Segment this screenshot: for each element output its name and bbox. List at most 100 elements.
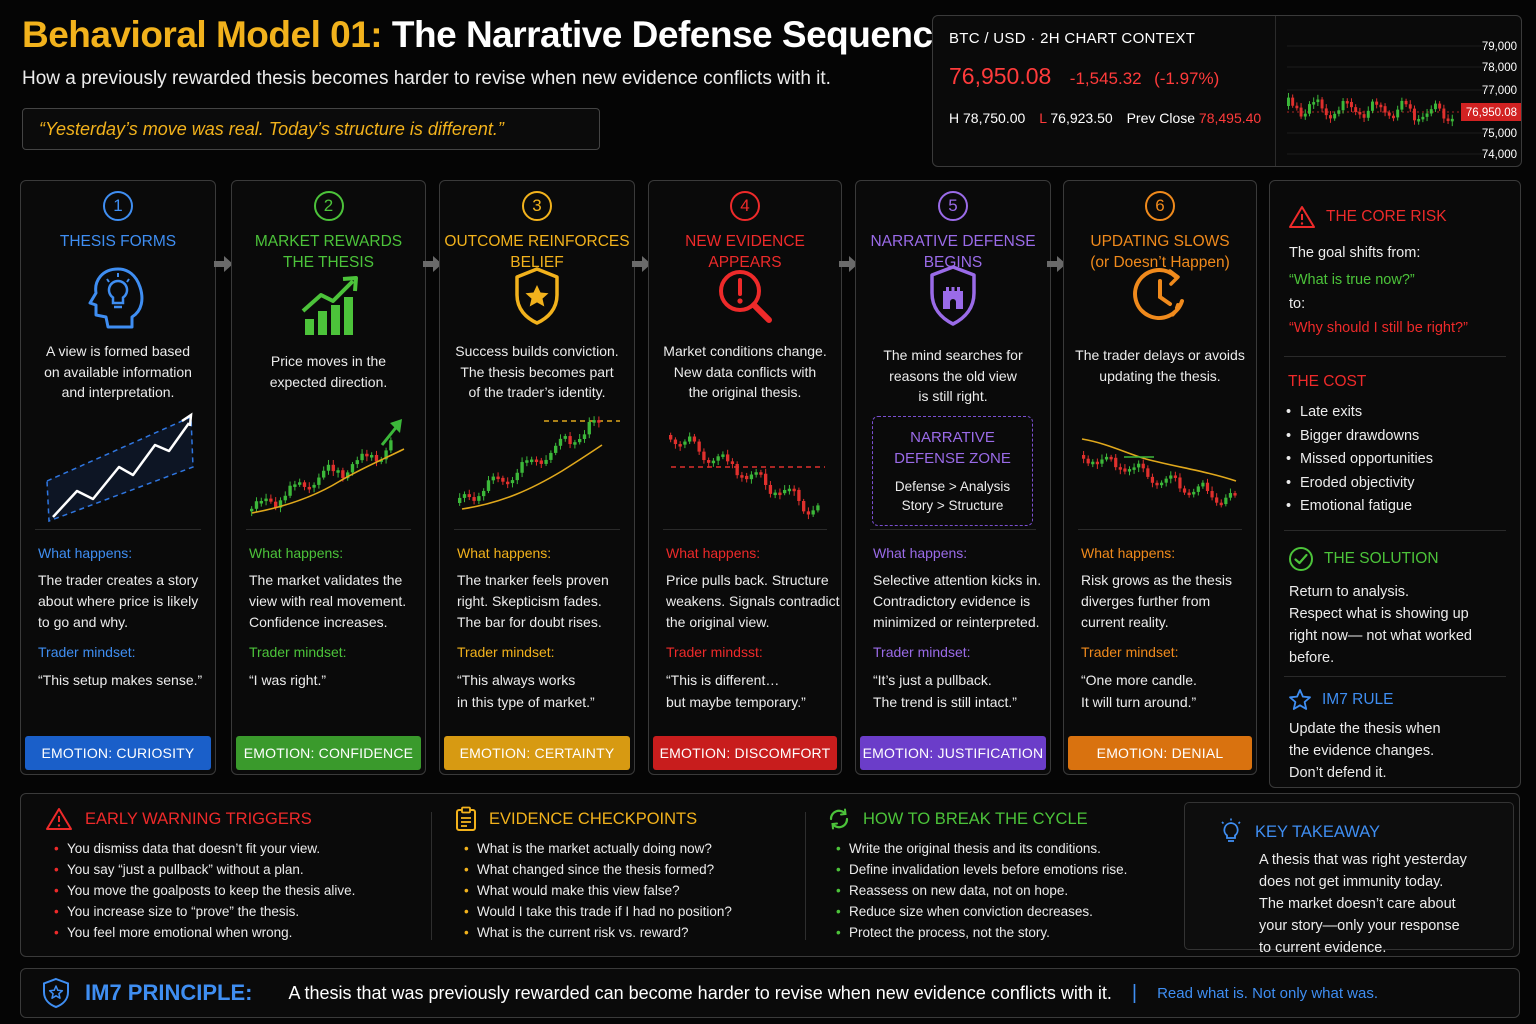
step-description: The trader delays or avoids updating the …: [1064, 345, 1256, 386]
candle-body: [1429, 109, 1433, 114]
early-warning-section: EARLY WARNING TRIGGERS You dismiss data …: [45, 806, 355, 943]
flow-arrow-icon: [838, 255, 859, 273]
solution-line: right now— not what worked: [1289, 628, 1472, 644]
candle-body: [1150, 476, 1155, 483]
what-line: current reality.: [1081, 614, 1169, 630]
list-item: Emotional fatigue: [1286, 495, 1433, 519]
step-title-line: BEGINS: [923, 254, 983, 271]
ticker-change-pct: (-1.97%): [1154, 69, 1220, 88]
break-cycle-list: Write the original thesis and its condit…: [827, 838, 1127, 943]
step-card-6: 6 UPDATING SLOWS (or Doesn’t Happen) The tr…: [1063, 180, 1257, 775]
desc-line: and interpretation.: [61, 384, 175, 400]
list-item: Late exits: [1286, 401, 1433, 425]
what-happens-label: What happens:: [457, 545, 552, 561]
candle-body: [1442, 108, 1446, 119]
title-prefix: Behavioral Model 01:: [22, 14, 383, 55]
list-item: Reassess on new data, not on hope.: [836, 880, 1127, 901]
divider: [246, 529, 411, 530]
candle-body: [1219, 502, 1223, 506]
step-title-line: THESIS FORMS: [59, 233, 177, 250]
step-mini-chart: [669, 432, 825, 520]
warning-icon: [1289, 206, 1315, 228]
candle-body: [726, 454, 730, 462]
candle-body: [787, 488, 792, 492]
step-title-line: THE THESIS: [282, 254, 374, 271]
candle-body: [1187, 492, 1191, 496]
candle-body: [811, 510, 815, 515]
step-description: A view is formed based on available infor…: [21, 341, 215, 403]
candle-body: [341, 470, 345, 479]
refresh-cycle-icon: [829, 808, 849, 830]
candle-body: [1413, 108, 1416, 121]
divider: [35, 529, 201, 530]
candle-body: [1123, 468, 1127, 472]
candle-body: [506, 481, 510, 485]
candle-body: [1132, 467, 1136, 470]
checkpoints-list: What is the market actually doing now? W…: [455, 838, 732, 943]
candle-body: [1425, 113, 1429, 117]
shift-from-text: The goal shifts from:: [1289, 245, 1421, 261]
candle-body: [365, 453, 369, 457]
candle-body: [1421, 116, 1425, 120]
candle-body: [250, 508, 254, 512]
candle-body: [1341, 101, 1345, 111]
desc-line: New data conflicts with: [673, 363, 817, 380]
desc-line: of the trader’s identity.: [468, 384, 606, 400]
moving-average-line: [1081, 438, 1237, 482]
step-card-5: 5 NARRATIVE DEFENSE BEGINS The mind searche…: [855, 180, 1051, 775]
candle-body: [520, 462, 524, 473]
core-risk-heading: THE CORE RISK: [1288, 205, 1447, 229]
ticker-stats: H 78,750.00 L 76,923.50 Prev Close 78,49…: [949, 110, 1279, 126]
question-right: “Why should I still be right?”: [1289, 320, 1468, 336]
step-number: 2: [313, 191, 344, 221]
ticker-prev-label: Prev Close: [1126, 110, 1196, 126]
candle-body: [293, 484, 297, 487]
candle-body: [307, 486, 311, 490]
shield-star-icon: [515, 267, 559, 325]
candle-body: [688, 436, 692, 442]
candle-body: [254, 501, 259, 509]
candle-body: [525, 460, 529, 463]
narrative-defense-zone: NARRATIVE DEFENSE ZONE Defense > Analysi…: [872, 416, 1033, 526]
list-item: What is the current risk vs. reward?: [464, 922, 732, 943]
candle-body: [1354, 107, 1358, 113]
candle-body: [1312, 102, 1316, 105]
checkpoints-heading: EVIDENCE CHECKPOINTS: [455, 806, 732, 832]
solution-heading: THE SOLUTION: [1288, 546, 1439, 572]
candle-body: [1160, 482, 1164, 486]
what-happens-text: Price pulls back. Structure weakens. Sign…: [666, 570, 840, 633]
candle-body: [336, 470, 340, 473]
emotion-badge: EMOTION: DISCOMFORT: [653, 736, 837, 770]
ticker-divider: [1275, 16, 1276, 166]
desc-line: Success builds conviction.: [455, 343, 619, 359]
list-item: Missed opportunities: [1286, 448, 1433, 472]
ticker-change: -1,545.32: [1069, 69, 1142, 88]
mindset-line: “This setup makes sense.”: [38, 672, 203, 688]
candle-body: [1155, 482, 1159, 486]
candle-body: [1228, 493, 1233, 498]
step-number: 5: [938, 191, 968, 221]
candle-body: [1164, 478, 1168, 483]
candle-body: [1287, 97, 1290, 106]
what-happens-text: Risk grows as the thesis diverges further…: [1081, 570, 1232, 633]
trader-mindset-label: Trader mindset:: [873, 644, 971, 660]
step-card-1: 1 THESIS FORMS A view is formed based on av…: [20, 180, 216, 775]
candle-body: [792, 488, 796, 492]
moving-average-line: [251, 448, 405, 514]
candle-body: [597, 420, 601, 423]
what-happens-text: The trader creates a story about where pr…: [38, 570, 198, 633]
up-arrow: [380, 424, 400, 446]
candle-body: [711, 460, 716, 464]
candle-body: [1337, 110, 1341, 114]
what-line: to go and why.: [38, 614, 129, 630]
rule-line: the evidence changes.: [1289, 743, 1435, 759]
step-card-4: 4 NEW EVIDENCE APPEARS Market conditions ch…: [648, 180, 842, 775]
price-tag: [1461, 103, 1521, 121]
candle-body: [1127, 469, 1132, 472]
cost-heading: THE COST: [1288, 373, 1366, 391]
candle-body: [467, 494, 471, 498]
axis-tick-label: 79,000: [1482, 41, 1517, 53]
candle-body: [754, 472, 758, 475]
arrow-right-icon: [213, 256, 233, 272]
mindset-line: “It’s just a pullback.: [873, 672, 992, 688]
